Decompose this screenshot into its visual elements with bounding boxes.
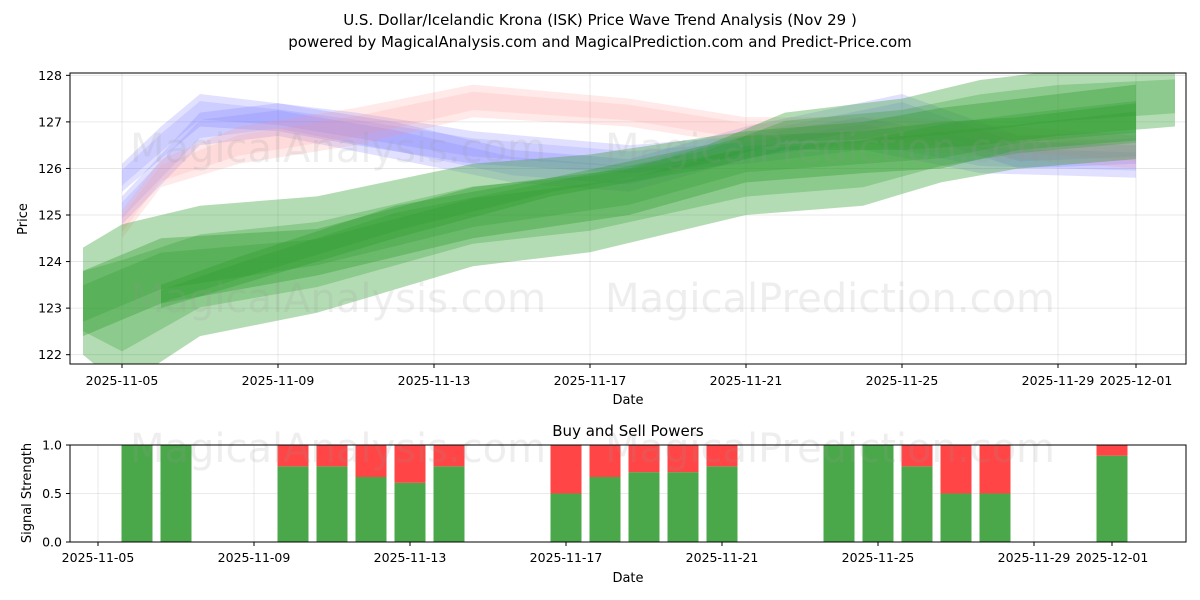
sell-bar — [940, 445, 972, 494]
price-x-tick-label: 2025-11-25 — [866, 373, 939, 388]
price-y-axis-label: Price — [16, 203, 31, 235]
buy-bar — [277, 466, 309, 542]
buy-sell-y-axis-label: Signal Strength — [20, 443, 35, 543]
chart-title: U.S. Dollar/Icelandic Krona (ISK) Price … — [343, 11, 857, 29]
green-wave-3-band — [161, 73, 1175, 309]
buy-bar — [121, 445, 153, 542]
buy-sell-bars — [121, 445, 1128, 542]
sell-bar — [394, 445, 426, 483]
price-x-tick-label: 2025-11-09 — [242, 373, 315, 388]
price-watermark-text: MagicalPrediction.com — [605, 276, 1055, 322]
blue-wave-2-band — [122, 93, 1136, 225]
buy-sell-x-tick-label: 2025-11-21 — [686, 550, 759, 565]
price-y-tick-label: 124 — [38, 254, 62, 269]
price-y-ticks: 122 123 124 125 126 127 128 — [38, 68, 70, 362]
red-wave-1-core — [122, 91, 1136, 233]
blue-wave-1-band — [122, 93, 1136, 192]
sell-bar — [589, 445, 621, 478]
sell-bar — [1096, 445, 1128, 456]
buy-sell-panel: Buy and Sell Powers MagicalAnalysis.com M… — [20, 422, 1187, 586]
price-wave-panel: MagicalAnalysis.com MagicalPrediction.com… — [16, 68, 1187, 408]
buy-bar — [550, 493, 582, 542]
sell-bar — [667, 445, 699, 473]
blue-wave-1-core — [122, 101, 1136, 186]
green-wave-2-band — [83, 103, 1136, 337]
buy-bar — [160, 445, 192, 542]
price-watermark-text: MagicalAnalysis.com — [130, 276, 546, 322]
sell-bar — [550, 445, 582, 494]
buy-bar — [862, 445, 894, 542]
price-watermarks: MagicalAnalysis.com MagicalPrediction.com… — [130, 126, 1055, 322]
buy-sell-watermark-text: MagicalAnalysis.com — [130, 426, 546, 472]
buy-bar — [355, 477, 387, 542]
sell-bar — [901, 445, 933, 467]
sell-bar — [316, 445, 348, 467]
buy-sell-x-tick-label: 2025-11-17 — [530, 550, 603, 565]
price-grid — [70, 73, 1186, 364]
buy-bar — [940, 493, 972, 542]
chart-subtitle: powered by MagicalAnalysis.com and Magic… — [288, 33, 912, 51]
red-wave-1-band — [122, 84, 1136, 239]
buy-sell-x-axis-label: Date — [612, 571, 643, 586]
sell-bar — [628, 445, 660, 473]
price-y-tick-label: 128 — [38, 68, 62, 83]
price-y-tick-label: 127 — [38, 114, 62, 129]
price-y-tick-label: 126 — [38, 161, 62, 176]
buy-sell-x-ticks: 2025-11-05 2025-11-09 2025-11-13 2025-11-17… — [62, 542, 1149, 565]
buy-bar — [706, 466, 738, 542]
price-x-tick-label: 2025-11-13 — [398, 373, 471, 388]
buy-bar — [823, 445, 855, 542]
buy-bar — [316, 466, 348, 542]
buy-sell-x-tick-label: 2025-11-25 — [842, 550, 915, 565]
buy-sell-watermark: MagicalAnalysis.com MagicalPrediction.com — [130, 426, 1055, 472]
green-wave-1-core — [83, 101, 1136, 352]
buy-bar — [667, 472, 699, 542]
price-x-axis-label: Date — [612, 393, 643, 408]
price-x-tick-label: 2025-11-29 — [1022, 373, 1095, 388]
price-y-tick-label: 123 — [38, 301, 62, 316]
buy-sell-x-tick-label: 2025-11-29 — [998, 550, 1071, 565]
green-wave-2-core — [83, 111, 1136, 322]
buy-bar — [628, 472, 660, 542]
buy-sell-x-tick-label: 2025-11-05 — [62, 550, 135, 565]
buy-sell-y-ticks: 0.0 0.5 1.0 — [42, 438, 70, 550]
buy-bar — [589, 477, 621, 542]
price-y-tick-label: 122 — [38, 347, 62, 362]
price-watermark-text: MagicalAnalysis.com — [130, 126, 546, 172]
buy-bar — [901, 466, 933, 542]
buy-bar — [433, 466, 465, 542]
buy-sell-x-tick-label: 2025-11-13 — [374, 550, 447, 565]
price-x-ticks: 2025-11-05 2025-11-09 2025-11-13 2025-11-17… — [86, 364, 1173, 388]
buy-bar — [979, 493, 1011, 542]
price-watermark-text: MagicalPrediction.com — [605, 126, 1055, 172]
price-wave-bands — [83, 73, 1175, 364]
price-x-tick-label: 2025-12-01 — [1100, 373, 1173, 388]
buy-sell-x-tick-label: 2025-12-01 — [1076, 550, 1149, 565]
green-wave-3-core — [161, 79, 1175, 304]
blue-wave-2-core — [122, 102, 1136, 219]
price-x-tick-label: 2025-11-05 — [86, 373, 159, 388]
buy-sell-x-tick-label: 2025-11-09 — [218, 550, 291, 565]
buy-bar — [394, 482, 426, 542]
price-y-tick-label: 125 — [38, 208, 62, 223]
sell-bar — [277, 445, 309, 467]
buy-sell-watermark-text: MagicalPrediction.com — [605, 426, 1055, 472]
buy-sell-y-tick-label: 0.0 — [42, 535, 62, 550]
price-x-tick-label: 2025-11-21 — [710, 373, 783, 388]
buy-sell-y-tick-label: 1.0 — [42, 438, 62, 453]
sell-bar — [979, 445, 1011, 494]
buy-sell-title: Buy and Sell Powers — [552, 422, 704, 440]
buy-bar — [1096, 455, 1128, 542]
sell-bar — [433, 445, 465, 467]
green-wave-1-band — [83, 84, 1136, 364]
buy-sell-y-tick-label: 0.5 — [42, 486, 62, 501]
price-plot-frame — [69, 72, 1187, 365]
price-x-tick-label: 2025-11-17 — [554, 373, 627, 388]
sell-bar — [706, 445, 738, 467]
sell-bar — [355, 445, 387, 478]
